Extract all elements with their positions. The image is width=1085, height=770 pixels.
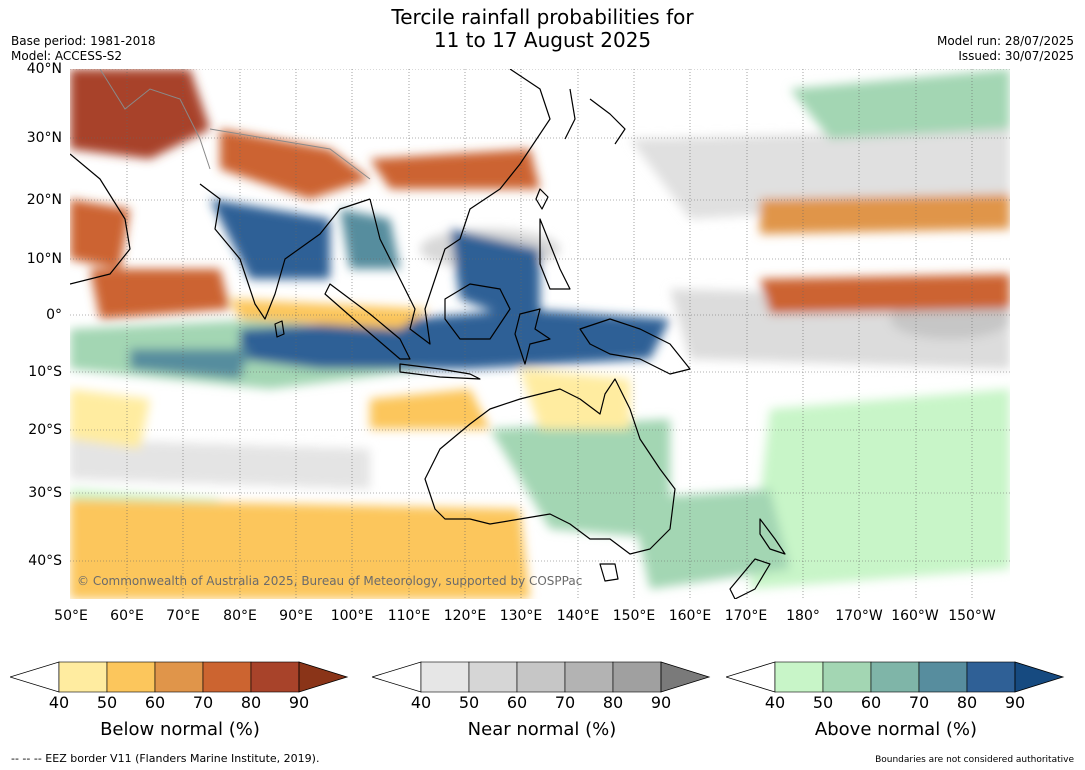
model-name-text: Model: ACCESS-S2 (11, 49, 123, 63)
near-tick-50: 50 (458, 693, 480, 712)
map-title-line2: 11 to 17 August 2025 (433, 28, 652, 52)
lon-label-50e: 50°E (54, 608, 88, 624)
near-tick-70: 70 (554, 693, 576, 712)
lon-label-160e: 160°E (668, 608, 712, 624)
above-tick-50: 50 (812, 693, 834, 712)
colorbar-above-normal-graphic (724, 661, 1065, 693)
probability-shading (70, 69, 1010, 599)
colorbar-near-normal (370, 661, 712, 697)
lat-label-40n: 40°N (26, 61, 62, 77)
issued-date-text: Issued: 30/07/2025 (958, 49, 1074, 63)
map-graphic (70, 69, 1010, 599)
lon-label-70e: 70°E (166, 608, 200, 624)
borders (99, 69, 371, 180)
below-tick-60: 60 (144, 693, 166, 712)
coastlines (70, 69, 786, 599)
lon-label-150e: 150°E (612, 608, 656, 624)
lat-label-20n: 20°N (26, 192, 62, 208)
copyright-notice: © Commonwealth of Australia 2025, Bureau… (77, 574, 583, 588)
lon-label-150w: 150°W (948, 608, 996, 624)
lon-label-130e: 130°E (499, 608, 543, 624)
colorbar-below-normal-title: Below normal (%) (100, 719, 260, 740)
colorbar-below-normal-graphic (8, 661, 349, 693)
lon-label-160w: 160°W (891, 608, 939, 624)
lon-label-180: 180° (786, 608, 820, 624)
above-tick-40: 40 (764, 693, 786, 712)
lon-label-100e: 100°E (330, 608, 374, 624)
lon-label-170w: 170°W (835, 608, 883, 624)
map-title-line1: Tercile rainfall probabilities for (391, 5, 694, 29)
below-tick-50: 50 (96, 693, 118, 712)
above-tick-90: 90 (1004, 693, 1026, 712)
colorbar-above-normal-title: Above normal (%) (814, 719, 978, 740)
below-tick-70: 70 (192, 693, 214, 712)
lat-label-30s: 30°S (28, 485, 62, 501)
lon-label-120e: 120°E (443, 608, 487, 624)
above-tick-60: 60 (860, 693, 882, 712)
probability-map (70, 69, 1010, 599)
colorbar-above-normal (724, 661, 1066, 697)
near-tick-60: 60 (506, 693, 528, 712)
near-tick-80: 80 (602, 693, 624, 712)
lat-label-10n: 10°N (26, 251, 62, 267)
lon-label-110e: 110°E (387, 608, 431, 624)
colorbar-below-normal (8, 661, 350, 697)
graticule (70, 69, 1010, 599)
lon-label-90e: 90°E (279, 608, 313, 624)
colorbar-near-normal-graphic (370, 661, 711, 693)
near-tick-40: 40 (410, 693, 432, 712)
near-tick-90: 90 (650, 693, 672, 712)
lon-label-140e: 140°E (556, 608, 600, 624)
lon-label-60e: 60°E (110, 608, 144, 624)
base-period-text: Base period: 1981-2018 (11, 34, 156, 48)
eez-border-note: -- -- -- EEZ border V11 (Flanders Marine… (11, 752, 320, 765)
lon-label-80e: 80°E (223, 608, 257, 624)
below-tick-80: 80 (240, 693, 262, 712)
below-tick-90: 90 (288, 693, 310, 712)
colorbar-near-normal-title: Near normal (%) (467, 719, 617, 740)
above-tick-80: 80 (956, 693, 978, 712)
model-run-text: Model run: 28/07/2025 (936, 34, 1074, 48)
lat-label-20s: 20°S (28, 422, 62, 438)
above-tick-70: 70 (908, 693, 930, 712)
lat-label-40s: 40°S (28, 553, 62, 569)
lat-label-0: 0° (46, 307, 62, 323)
below-tick-40: 40 (48, 693, 70, 712)
lat-label-30n: 30°N (26, 130, 62, 146)
lat-label-10s: 10°S (28, 364, 62, 380)
lon-label-170e: 170°E (724, 608, 768, 624)
boundaries-disclaimer: Boundaries are not considered authoritat… (875, 755, 1074, 765)
